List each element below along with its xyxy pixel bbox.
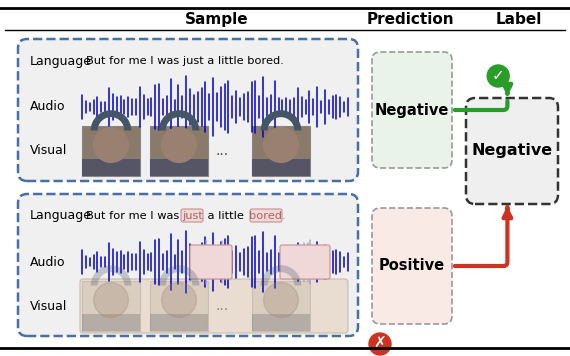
Text: Prediction: Prediction — [367, 12, 454, 27]
Text: Sample: Sample — [185, 12, 249, 27]
FancyBboxPatch shape — [250, 209, 282, 222]
Text: Label: Label — [495, 12, 542, 27]
Wedge shape — [260, 265, 302, 286]
Circle shape — [263, 283, 299, 318]
Text: ...: ... — [215, 299, 229, 313]
Text: ✗: ✗ — [373, 336, 386, 351]
Bar — [150, 314, 208, 331]
Circle shape — [162, 127, 197, 162]
Bar — [82, 126, 140, 176]
FancyBboxPatch shape — [372, 52, 452, 168]
FancyBboxPatch shape — [190, 245, 232, 279]
Text: Language: Language — [30, 54, 92, 68]
Circle shape — [369, 333, 391, 355]
Text: But for me I was: But for me I was — [86, 211, 183, 221]
Circle shape — [93, 283, 128, 318]
FancyBboxPatch shape — [80, 279, 348, 333]
Text: a little: a little — [204, 211, 247, 221]
Text: Negative: Negative — [471, 143, 552, 158]
FancyBboxPatch shape — [181, 209, 203, 222]
Wedge shape — [91, 110, 131, 131]
FancyBboxPatch shape — [18, 39, 358, 181]
Circle shape — [93, 127, 128, 162]
Text: ✓: ✓ — [492, 68, 504, 83]
Text: just: just — [182, 211, 203, 221]
Bar — [150, 281, 208, 331]
Text: Positive: Positive — [379, 258, 445, 273]
Bar — [82, 281, 140, 331]
Text: Visual: Visual — [30, 145, 67, 157]
Bar — [150, 158, 208, 176]
Text: But for me I was just a little bored.: But for me I was just a little bored. — [86, 56, 284, 66]
Bar — [252, 126, 310, 176]
FancyBboxPatch shape — [280, 245, 330, 279]
Text: Language: Language — [30, 209, 92, 222]
FancyBboxPatch shape — [466, 98, 558, 204]
Text: Visual: Visual — [30, 299, 67, 313]
Circle shape — [487, 65, 509, 87]
Wedge shape — [91, 265, 131, 286]
Wedge shape — [158, 110, 199, 131]
FancyBboxPatch shape — [372, 208, 452, 324]
Circle shape — [263, 127, 299, 162]
Circle shape — [162, 283, 197, 318]
Text: bored.: bored. — [249, 211, 286, 221]
Bar — [252, 158, 310, 176]
FancyBboxPatch shape — [18, 194, 358, 336]
Wedge shape — [260, 110, 302, 131]
Text: Audio: Audio — [30, 256, 66, 268]
Wedge shape — [158, 265, 199, 286]
Text: Audio: Audio — [30, 100, 66, 114]
Text: ...: ... — [215, 144, 229, 158]
Bar — [82, 158, 140, 176]
Text: Negative: Negative — [375, 103, 449, 117]
Bar — [82, 314, 140, 331]
Bar — [252, 314, 310, 331]
Bar — [252, 281, 310, 331]
Bar — [150, 126, 208, 176]
